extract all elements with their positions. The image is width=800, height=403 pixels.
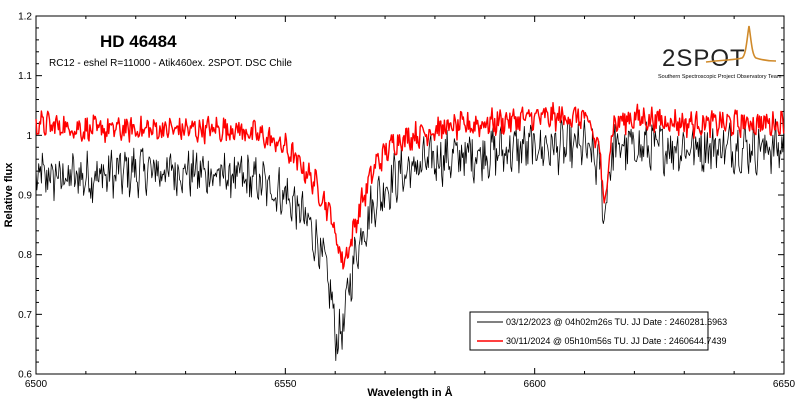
chart-title: HD 46484 [100,32,177,51]
legend: 03/12/2023 @ 04h02m26s TU. JJ Date : 246… [469,311,727,351]
y-tick-label: 0.8 [18,250,32,261]
y-tick-label: 1.2 [18,12,32,23]
legend-label-2023: 03/12/2023 @ 04h02m26s TU. JJ Date : 246… [506,317,727,327]
y-tick-label: 0.6 [18,370,32,381]
logo-text: 2SPOT [662,45,746,72]
y-tick-label: 1.1 [18,71,32,82]
y-axis-title: Relative flux [3,162,15,228]
legend-label-2024: 30/11/2024 @ 05h10m56s TU. JJ Date : 246… [506,336,726,346]
axis-ticks: 6500 6550 6600 6650 0.6 0.7 0.8 0.9 1 1.1 1.2 [18,12,795,391]
logo-tagline: Southern Spectroscopic Project Observato… [658,74,782,80]
series-line-2024 [35,101,785,270]
logo-emission-line [705,25,777,63]
y-tick-label: 0.9 [18,191,32,202]
legend-box [469,311,709,351]
y-tick-label: 1 [26,131,32,142]
x-axis-title: Wavelength in Å [367,386,452,399]
x-tick-label: 6550 [274,379,297,390]
x-tick-label: 6650 [773,379,796,390]
x-tick-label: 6600 [524,379,547,390]
chart-subtitle: RC12 - eshel R=11000 - Atik460ex. 2SPOT.… [49,58,292,69]
series-layer [35,101,785,362]
x-tick-label: 6500 [25,379,48,390]
2spot-logo: 2SPOT Southern Spectroscopic Project Obs… [658,25,782,80]
series-line-2023 [35,118,785,362]
y-tick-label: 0.7 [18,310,32,321]
